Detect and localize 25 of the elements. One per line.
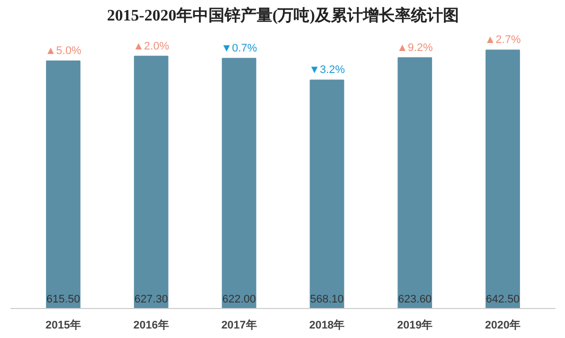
x-tick-label: 2019年	[397, 318, 433, 332]
annotation: ▲9.2%	[396, 42, 434, 54]
annotation: ▼0.7%	[221, 42, 258, 54]
data-label: 615.50	[46, 294, 80, 306]
x-tick-label: 2015年	[46, 318, 81, 332]
annotation: ▲2.7%	[484, 34, 521, 46]
data-label: 627.30	[134, 294, 168, 306]
x-tick-label: 2017年	[221, 318, 257, 332]
x-tick-label: 2016年	[133, 318, 169, 332]
bar	[398, 57, 432, 308]
x-tick-label: 2020年	[485, 318, 521, 332]
data-label: 622.00	[222, 294, 256, 306]
data-label: 642.50	[486, 294, 520, 306]
annotation: ▼3.2%	[308, 64, 346, 76]
annotation: ▲5.0%	[45, 45, 82, 58]
bar	[46, 60, 80, 308]
data-label: 568.10	[310, 294, 344, 306]
annotation: ▲2.0%	[133, 40, 170, 52]
bar	[134, 56, 168, 308]
chart-title: 2015-2020年中国锌产量(万吨)及累计增长率统计图	[107, 6, 459, 24]
x-tick-label: 2018年	[309, 318, 345, 332]
bar	[486, 50, 520, 308]
bar	[222, 58, 256, 308]
bar	[310, 80, 344, 308]
data-label: 623.60	[398, 294, 432, 306]
